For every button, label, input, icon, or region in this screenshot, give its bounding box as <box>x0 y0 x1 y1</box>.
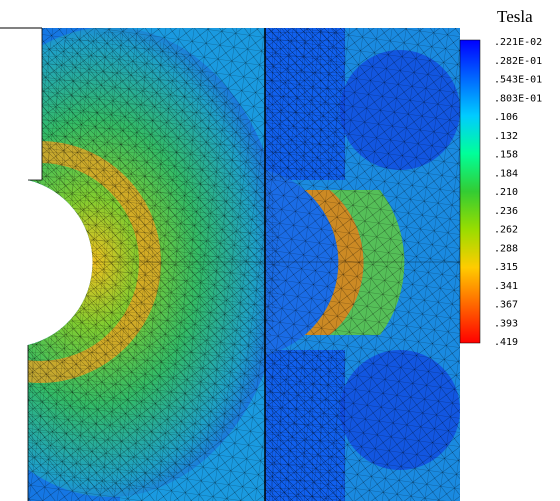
legend-label: .132 <box>494 131 518 142</box>
legend-label: .236 <box>494 206 518 217</box>
legend-label: .419 <box>494 337 518 348</box>
legend-label: .288 <box>494 243 518 254</box>
legend-labels: .221E-02 .282E-01 .543E-01 .803E-01 .106 .132… <box>494 37 542 348</box>
colorbar <box>460 40 480 343</box>
legend-title: Tesla <box>497 7 533 26</box>
legend-label: .158 <box>494 150 518 161</box>
legend-label: .367 <box>494 300 518 311</box>
legend-label: .315 <box>494 262 518 273</box>
legend-label: .106 <box>494 112 518 123</box>
legend-label: .262 <box>494 225 518 236</box>
legend-label: .210 <box>494 187 518 198</box>
legend-label: .221E-02 <box>494 37 542 48</box>
legend-label: .543E-01 <box>494 75 542 86</box>
legend-label: .184 <box>494 168 518 179</box>
legend-label: .393 <box>494 318 518 329</box>
field-plot: Tesla .221E-02 .282E-01 .543E-01 .803E-01 .1… <box>0 0 560 501</box>
legend-label: .282E-01 <box>494 56 542 67</box>
legend-label: .803E-01 <box>494 93 542 104</box>
mesh-plot <box>0 27 460 501</box>
legend-label: .341 <box>494 281 518 292</box>
